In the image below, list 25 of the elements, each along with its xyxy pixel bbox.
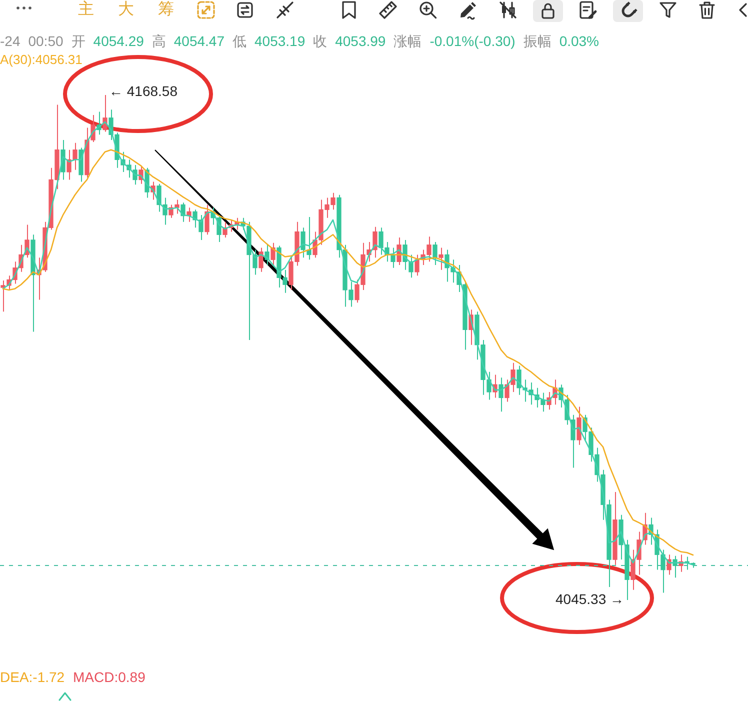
candlestick xyxy=(576,406,582,446)
candlestick xyxy=(432,242,438,266)
candlestick xyxy=(414,254,420,276)
candlestick xyxy=(270,242,276,266)
candlestick xyxy=(516,365,522,396)
text: 主 xyxy=(78,1,94,18)
candlestick xyxy=(390,247,396,268)
text: A(30):4056.31 xyxy=(0,52,82,67)
text: 大 xyxy=(118,1,134,18)
candlestick xyxy=(72,142,78,170)
text: DEA:-1.72 xyxy=(0,669,65,685)
candlestick xyxy=(258,247,264,272)
annotation: 4045.33 → xyxy=(556,590,624,607)
candlestick xyxy=(66,149,72,180)
text: MACD:0.89 xyxy=(73,669,146,685)
candlestick xyxy=(198,214,204,240)
candlestick xyxy=(102,94,108,132)
candlestick xyxy=(498,377,504,412)
chart-title: -24 00:50 开 4054.29 高 4054.47 低 4053.19 收 4053.99 涨幅 -0.01%(-0.30) 振幅 0.03% xyxy=(0,33,600,49)
candlestick xyxy=(408,254,414,278)
candlestick xyxy=(156,183,162,212)
text: 筹 xyxy=(158,1,174,18)
candlestick xyxy=(204,204,210,236)
candlestick xyxy=(438,247,444,270)
annotation: ← 4168.58 xyxy=(109,82,178,99)
